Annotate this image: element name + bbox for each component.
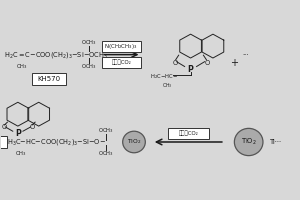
Text: +: + bbox=[230, 58, 238, 68]
Text: 超临界CO₂: 超临界CO₂ bbox=[111, 60, 131, 65]
Text: O: O bbox=[204, 60, 210, 66]
FancyBboxPatch shape bbox=[168, 128, 209, 139]
Text: O: O bbox=[30, 124, 35, 130]
Text: OCH$_3$: OCH$_3$ bbox=[98, 149, 114, 158]
Text: H$_2$C$=$C$-$COO(CH$_2$)$_3$$-$Si$-$OCH$_3$: H$_2$C$=$C$-$COO(CH$_2$)$_3$$-$Si$-$OCH$… bbox=[4, 50, 108, 60]
Text: P: P bbox=[188, 65, 194, 74]
Text: H$_2$C$-$HC$-$: H$_2$C$-$HC$-$ bbox=[150, 72, 178, 81]
Text: TiO$_2$: TiO$_2$ bbox=[127, 138, 141, 146]
Circle shape bbox=[234, 128, 263, 156]
Text: O: O bbox=[172, 60, 177, 66]
Text: CH$_3$: CH$_3$ bbox=[15, 149, 27, 158]
Text: 超临界CO₂: 超临界CO₂ bbox=[178, 131, 198, 136]
Text: CH$_3$: CH$_3$ bbox=[16, 62, 28, 71]
FancyBboxPatch shape bbox=[32, 73, 66, 85]
Text: Ti···: Ti··· bbox=[269, 139, 282, 145]
Text: CH$_3$: CH$_3$ bbox=[161, 81, 172, 90]
Text: TiO$_2$: TiO$_2$ bbox=[241, 137, 256, 147]
Circle shape bbox=[123, 131, 145, 153]
Text: N(CH$_2$CH$_3$)$_3$: N(CH$_2$CH$_3$)$_3$ bbox=[104, 42, 138, 51]
FancyBboxPatch shape bbox=[101, 41, 141, 52]
Text: ···: ··· bbox=[243, 52, 249, 58]
FancyBboxPatch shape bbox=[0, 136, 7, 148]
Text: O: O bbox=[1, 124, 7, 130]
Text: H$_3$C$-$HC$-$COO(CH$_2$)$_3$$-$Si$-$O$-$: H$_3$C$-$HC$-$COO(CH$_2$)$_3$$-$Si$-$O$-… bbox=[7, 137, 106, 147]
Text: OCH$_3$: OCH$_3$ bbox=[81, 38, 97, 47]
FancyBboxPatch shape bbox=[101, 57, 141, 68]
Text: OCH$_3$: OCH$_3$ bbox=[98, 126, 114, 135]
Text: KH570: KH570 bbox=[38, 76, 61, 82]
Text: P: P bbox=[15, 129, 21, 138]
Text: OCH$_3$: OCH$_3$ bbox=[81, 62, 97, 71]
